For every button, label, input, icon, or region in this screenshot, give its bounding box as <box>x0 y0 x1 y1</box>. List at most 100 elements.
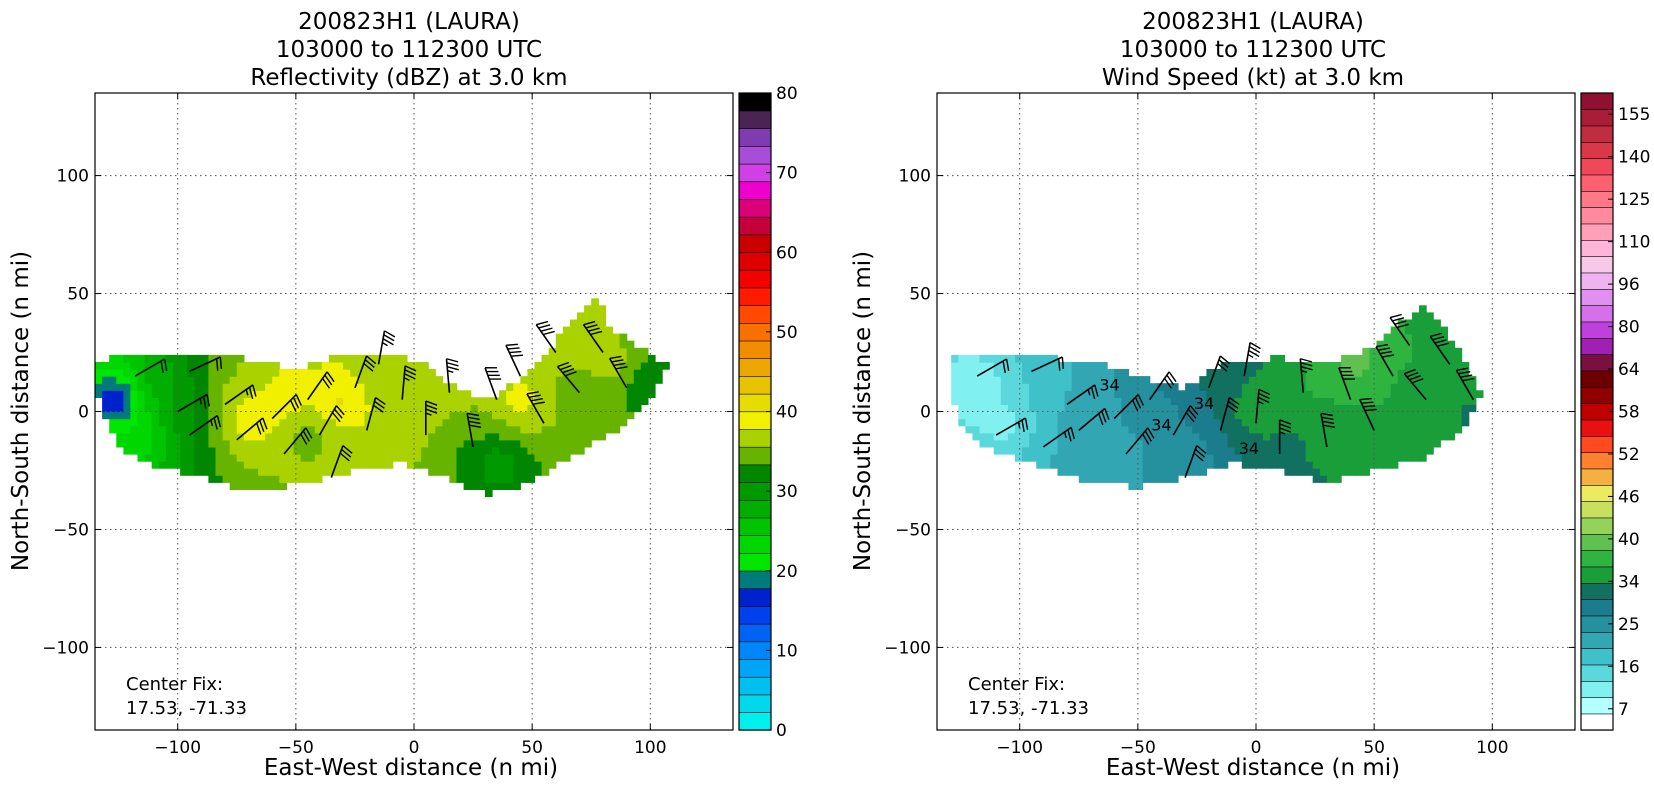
reflectivity-field-cell <box>116 362 124 370</box>
reflectivity-field-cell <box>237 369 245 377</box>
wind-speed-field-cell <box>1036 461 1044 469</box>
wind-speed-field-cell <box>1334 433 1342 441</box>
reflectivity-field-cell <box>379 362 387 370</box>
wind-speed-field-cell <box>1171 440 1179 448</box>
reflectivity-field-cell <box>230 468 238 476</box>
wind-speed-field-cell <box>1320 447 1328 455</box>
reflectivity-field-cell <box>591 412 599 420</box>
reflectivity-field-cell <box>180 461 188 469</box>
wind-speed-field-cell <box>1334 475 1342 483</box>
reflectivity-field-cell <box>627 397 635 405</box>
wind-speed-field-cell <box>1065 376 1073 384</box>
reflectivity-colorbar-bin <box>739 128 771 146</box>
wind-speed-field-cell <box>1291 426 1299 434</box>
reflectivity-field-cell <box>138 397 146 405</box>
reflectivity-field-cell <box>442 454 450 462</box>
reflectivity-field-cell <box>506 383 514 391</box>
wind-speed-field-cell <box>1086 440 1094 448</box>
wind-speed-field-cell <box>1008 440 1016 448</box>
wind-speed-field-cell <box>1214 404 1222 412</box>
reflectivity-field-cell <box>102 362 110 370</box>
reflectivity-field-cell <box>159 433 167 441</box>
wind-speed-field-cell <box>1114 433 1122 441</box>
reflectivity-field-cell <box>159 412 167 420</box>
wind-speed-field-cell <box>1214 419 1222 427</box>
reflectivity-field-cell <box>279 369 287 377</box>
reflectivity-colorbar-bin <box>739 235 771 253</box>
wind-speed-field-cell <box>1171 390 1179 398</box>
wind-speed-colorbar-bin <box>1581 485 1613 502</box>
wind-speed-field-cell <box>1065 461 1073 469</box>
reflectivity-field-cell <box>598 426 606 434</box>
wind-speed-field-cell <box>1440 433 1448 441</box>
wind-speed-field-cell <box>1277 369 1285 377</box>
wind-speed-field-cell <box>987 383 995 391</box>
reflectivity-field-cell <box>520 419 528 427</box>
reflectivity-field-cell <box>584 348 592 356</box>
wind-speed-field-cell <box>1164 447 1172 455</box>
reflectivity-field-cell <box>442 419 450 427</box>
reflectivity-field-cell <box>237 419 245 427</box>
wind-speed-field-cell <box>1206 447 1214 455</box>
wind-speed-field-cell <box>1249 412 1257 420</box>
wind-speed-field-cell <box>1377 412 1385 420</box>
reflectivity-field-cell <box>393 454 401 462</box>
reflectivity-field-cell <box>336 369 344 377</box>
reflectivity-colorbar-bin <box>739 341 771 359</box>
wind-speed-field-cell <box>987 412 995 420</box>
reflectivity-field-cell <box>308 461 316 469</box>
wind-speed-field-cell <box>965 419 973 427</box>
reflectivity-field-cell <box>535 461 543 469</box>
reflectivity-y-tick-label: 0 <box>78 403 89 423</box>
wind-speed-field-cell <box>1029 433 1037 441</box>
reflectivity-field-cell <box>605 412 613 420</box>
wind-speed-colorbar-tick-label: 46 <box>1618 487 1640 507</box>
reflectivity-field-cell <box>492 475 500 483</box>
reflectivity-field-cell <box>605 383 613 391</box>
reflectivity-field-cell <box>492 468 500 476</box>
reflectivity-field-cell <box>272 482 280 490</box>
reflectivity-field-cell <box>379 433 387 441</box>
wind-speed-field-cell <box>1164 397 1172 405</box>
wind-speed-field-cell <box>1171 397 1179 405</box>
reflectivity-field-cell <box>350 404 358 412</box>
reflectivity-field-cell <box>471 475 479 483</box>
reflectivity-field-cell <box>563 454 571 462</box>
reflectivity-field-cell <box>598 305 606 313</box>
reflectivity-field-cell <box>294 383 302 391</box>
wind-speed-field-cell <box>1249 461 1257 469</box>
wind-speed-field-cell <box>1334 454 1342 462</box>
reflectivity-field-cell <box>584 404 592 412</box>
wind-speed-field-cell <box>1221 376 1229 384</box>
wind-speed-field-cell <box>1327 440 1335 448</box>
wind-speed-field-cell <box>1185 447 1193 455</box>
reflectivity-field-cell <box>492 419 500 427</box>
reflectivity-field-cell <box>492 447 500 455</box>
reflectivity-field-cell <box>527 475 535 483</box>
reflectivity-field-cell <box>457 475 465 483</box>
wind-speed-field-cell <box>1419 447 1427 455</box>
wind-speed-field-cell <box>1093 447 1101 455</box>
reflectivity-field-cell <box>152 447 160 455</box>
wind-speed-field-cell <box>1036 376 1044 384</box>
wind-speed-field-cell <box>1440 412 1448 420</box>
reflectivity-field-cell <box>605 419 613 427</box>
reflectivity-field-cell <box>130 376 138 384</box>
reflectivity-field-cell <box>542 461 550 469</box>
reflectivity-field-cell <box>513 383 521 391</box>
reflectivity-field-cell <box>449 440 457 448</box>
wind-speed-field-cell <box>1355 412 1363 420</box>
wind-speed-field-cell <box>1270 426 1278 434</box>
wind-speed-colorbar-bin <box>1581 305 1613 322</box>
wind-speed-field-cell <box>1306 390 1314 398</box>
reflectivity-field-cell <box>201 376 209 384</box>
wind-speed-field-cell <box>1391 376 1399 384</box>
reflectivity-field-cell <box>421 369 429 377</box>
wind-speed-field-cell <box>1270 419 1278 427</box>
wind-speed-field-cell <box>1391 334 1399 342</box>
wind-speed-field-cell <box>1228 454 1236 462</box>
wind-speed-field-cell <box>1143 397 1151 405</box>
reflectivity-field-cell <box>379 447 387 455</box>
wind-speed-field-cell <box>1412 419 1420 427</box>
reflectivity-field-cell <box>435 426 443 434</box>
